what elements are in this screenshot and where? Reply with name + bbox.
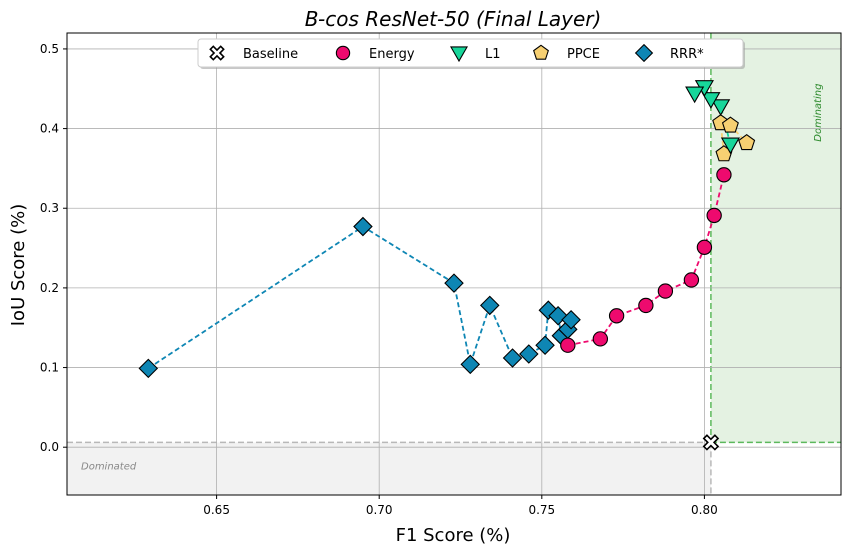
- legend-box: [197, 38, 744, 68]
- point-energy-1: [592, 331, 609, 347]
- legend-marker-energy: [335, 45, 351, 61]
- point-l1-0: [720, 137, 741, 155]
- point-ppce-3: [738, 133, 756, 151]
- plot-frame: [66, 32, 842, 496]
- legend-label-rrr: RRR*: [670, 47, 704, 62]
- axes-layer: 0.65 0.70 0.75 0.80 0.0 0.1 0.2 0.3 0.4 0.5: [40, 32, 842, 517]
- point-l1-2: [701, 92, 721, 109]
- point-energy-8: [716, 167, 732, 183]
- data-points-layer: [138, 80, 756, 451]
- point-l1-1: [711, 99, 731, 117]
- legend-label-baseline: Baseline: [243, 47, 298, 62]
- y-tick-label-5: 0.5: [40, 42, 59, 56]
- legend-label-energy: Energy: [369, 47, 415, 62]
- dominated-region: [67, 442, 711, 495]
- x-tick-label-2: 0.75: [528, 503, 555, 517]
- dominated-label: Dominated: [81, 461, 137, 472]
- point-energy-4: [657, 283, 674, 299]
- point-rrr-0: [138, 358, 159, 379]
- point-energy-3: [638, 297, 654, 314]
- point-ppce-2: [721, 116, 739, 133]
- point-rrr-5: [502, 348, 523, 368]
- y-tick-label-4: 0.4: [40, 122, 59, 136]
- x-tick-label-0: 0.65: [203, 503, 230, 517]
- point-rrr-3: [460, 354, 481, 375]
- point-energy-2: [608, 308, 625, 324]
- x-tick-label-1: 0.70: [366, 503, 393, 517]
- point-rrr-4: [479, 295, 500, 316]
- legend-label-ppce: PPCE: [567, 47, 600, 62]
- legend-marker-rrr: [634, 43, 654, 63]
- regions-layer: Dominating Dominated: [67, 33, 841, 495]
- point-baseline-0: [702, 434, 720, 451]
- chart-title: B-cos ResNet-50 (Final Layer): [305, 7, 602, 31]
- legend-label-l1: L1: [485, 47, 501, 62]
- y-axis-label: IoU Score (%): [8, 204, 29, 327]
- y-tick-label-3: 0.3: [40, 201, 59, 215]
- point-energy-5: [683, 272, 700, 288]
- point-rrr-1: [353, 216, 373, 237]
- point-rrr-7: [535, 335, 555, 356]
- dominating-region: [710, 33, 841, 443]
- y-tick-label-2: 0.2: [40, 281, 59, 295]
- y-tick-label-0: 0.0: [40, 440, 59, 454]
- point-l1-4: [685, 86, 705, 104]
- point-energy-6: [696, 239, 713, 255]
- legend-marker-baseline: [209, 45, 225, 61]
- x-tick-label-3: 0.80: [691, 503, 718, 517]
- legend-marker-ppce: [533, 44, 549, 60]
- point-energy-0: [560, 337, 576, 353]
- point-energy-7: [706, 207, 722, 224]
- legend: Baseline Energy L1 PPCE RRR*: [197, 38, 745, 69]
- point-rrr-2: [444, 273, 464, 293]
- point-rrr-12: [561, 309, 581, 330]
- legend-marker-l1: [450, 46, 468, 63]
- point-rrr-6: [519, 344, 539, 364]
- x-axis-label: F1 Score (%): [396, 525, 511, 546]
- y-tick-label-1: 0.1: [40, 361, 59, 375]
- dominating-label: Dominating: [813, 84, 824, 142]
